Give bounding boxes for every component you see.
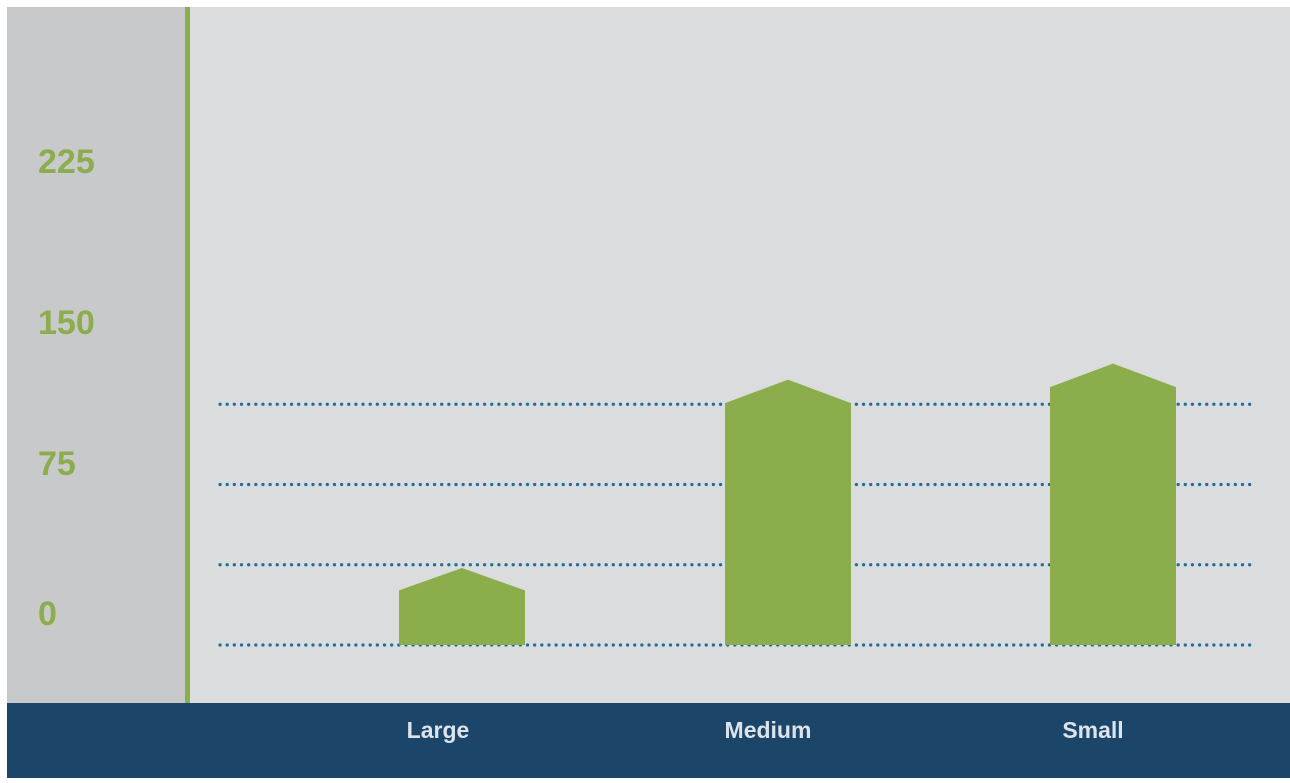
- x-tick-label-small: Small: [1062, 717, 1123, 743]
- bar-large: [399, 567, 525, 645]
- y-tick-label-75: 75: [38, 445, 76, 483]
- x-tick-label-large: Large: [407, 717, 470, 743]
- y-tick-label-0: 0: [38, 595, 57, 633]
- y-tick-label-225: 225: [38, 143, 95, 181]
- y-tick-label-150: 150: [38, 304, 95, 342]
- x-axis-labels: Large Medium Small: [407, 717, 1124, 743]
- category-axis-band: [7, 703, 1290, 778]
- bar-small: [1050, 363, 1176, 645]
- x-tick-label-medium: Medium: [725, 717, 812, 743]
- gridlines: [218, 402, 1256, 647]
- bar-medium: [725, 379, 851, 645]
- y-axis-panel: [7, 7, 186, 703]
- y-axis-ticks: 0 75 150 225: [38, 143, 95, 633]
- y-axis-line: [185, 7, 190, 703]
- bars: [399, 363, 1176, 645]
